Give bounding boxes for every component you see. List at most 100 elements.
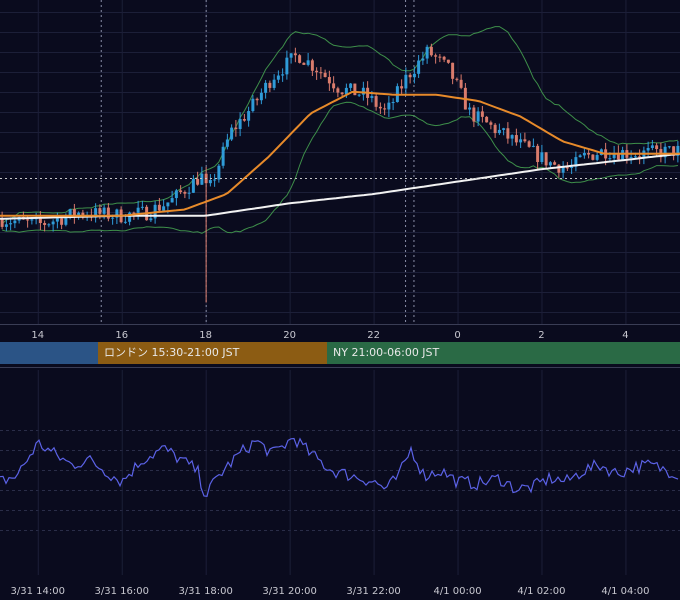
- session-london: ロンドン 15:30-21:00 JST: [98, 342, 327, 364]
- candle-body: [81, 212, 85, 217]
- candle-body: [565, 167, 569, 169]
- candle-body: [412, 73, 416, 78]
- candle-body: [106, 207, 110, 219]
- oscillator-grid: [0, 370, 680, 575]
- candle-body: [242, 119, 246, 121]
- candle-body: [353, 83, 357, 96]
- candle-body: [383, 108, 387, 110]
- osc-x-tick-label: 4/1 00:00: [433, 586, 481, 597]
- bollinger-lower: [1, 101, 678, 234]
- candle-body: [30, 219, 34, 221]
- candle-body: [38, 218, 42, 224]
- moving-averages: [0, 91, 680, 220]
- osc-x-tick-label: 4/1 02:00: [517, 586, 565, 597]
- candle-body: [285, 57, 289, 75]
- candle-body: [468, 107, 472, 110]
- oscillator-x-ticks: 3/31 14:00 3/31 16:00 3/31 18:00 3/31 20:00…: [11, 586, 650, 597]
- candle-body: [523, 139, 527, 142]
- candle-body: [102, 207, 106, 214]
- candle-body: [196, 178, 200, 185]
- candle-body: [476, 111, 480, 122]
- candle-body: [183, 191, 187, 194]
- candle-body: [289, 53, 293, 58]
- candle-body: [43, 223, 47, 225]
- candle-body: [370, 96, 374, 98]
- candle-body: [162, 206, 166, 211]
- candle-body: [315, 70, 319, 73]
- candle-body: [378, 106, 382, 109]
- oscillator: [0, 437, 679, 497]
- candle-body: [55, 218, 59, 222]
- candle-body: [128, 212, 132, 222]
- session-tokyo: [0, 342, 98, 364]
- x-tick-label: 14: [31, 330, 44, 341]
- candle-body: [136, 207, 140, 213]
- candle-body: [319, 72, 323, 74]
- candle-body: [132, 212, 136, 214]
- candle-body: [361, 87, 365, 95]
- candle-body: [633, 156, 637, 158]
- candle-body: [336, 88, 340, 93]
- x-tick-label: 22: [367, 330, 380, 341]
- candle-body: [438, 56, 442, 58]
- candle-body: [540, 152, 544, 163]
- osc-x-tick-label: 4/1 04:00: [601, 586, 649, 597]
- candle-body: [140, 206, 144, 208]
- candle-body: [400, 86, 404, 89]
- candle-body: [446, 59, 450, 63]
- session-london-label: ロンドン 15:30-21:00 JST: [104, 346, 240, 359]
- candle-body: [621, 150, 625, 160]
- candle-body: [497, 129, 501, 134]
- candle-body: [0, 218, 4, 227]
- candle-body: [298, 55, 302, 63]
- candle-body: [230, 127, 234, 140]
- candle-body: [166, 202, 170, 207]
- osc-x-tick-label: 3/31 16:00: [95, 586, 149, 597]
- bollinger-upper: [1, 26, 678, 225]
- candle-body: [281, 74, 285, 76]
- candle-body: [13, 220, 17, 224]
- candlesticks: [0, 43, 680, 303]
- osc-x-tick-label: 3/31 18:00: [178, 586, 232, 597]
- candle-body: [429, 46, 433, 56]
- candle-body: [663, 146, 667, 158]
- candle-body: [259, 92, 263, 101]
- candle-body: [306, 60, 310, 65]
- x-tick-label: 4: [622, 330, 628, 341]
- candle-body: [157, 204, 161, 211]
- candle-body: [310, 60, 314, 71]
- candle-body: [404, 74, 408, 89]
- candle-body: [391, 102, 395, 104]
- x-tick-label: 16: [115, 330, 128, 341]
- candle-body: [408, 74, 412, 78]
- candle-body: [9, 223, 13, 225]
- candle-body: [587, 153, 591, 155]
- candle-body: [238, 119, 242, 129]
- candle-body: [276, 75, 280, 80]
- candle-body: [557, 164, 561, 173]
- candle-body: [26, 219, 30, 221]
- candle-body: [60, 218, 64, 225]
- candle-body: [667, 146, 671, 148]
- candle-body: [489, 122, 493, 125]
- osc-x-tick-label: 3/31 14:00: [11, 586, 65, 597]
- candle-body: [650, 145, 654, 148]
- candle-body: [519, 139, 523, 143]
- candle-body: [302, 62, 306, 65]
- candle-body: [570, 166, 574, 169]
- candle-body: [676, 145, 680, 156]
- candle-body: [561, 167, 565, 173]
- candle-body: [608, 158, 612, 160]
- osc-x-tick-label: 3/31 20:00: [262, 586, 316, 597]
- candle-body: [544, 152, 548, 166]
- candle-body: [531, 145, 535, 147]
- candle-body: [344, 87, 348, 95]
- ma-long-line: [0, 152, 680, 220]
- candle-body: [421, 58, 425, 61]
- candle-body: [510, 135, 514, 139]
- candle-body: [655, 145, 659, 150]
- candle-body: [221, 146, 225, 166]
- candle-body: [200, 173, 204, 185]
- candle-body: [234, 127, 238, 129]
- candle-body: [595, 155, 599, 160]
